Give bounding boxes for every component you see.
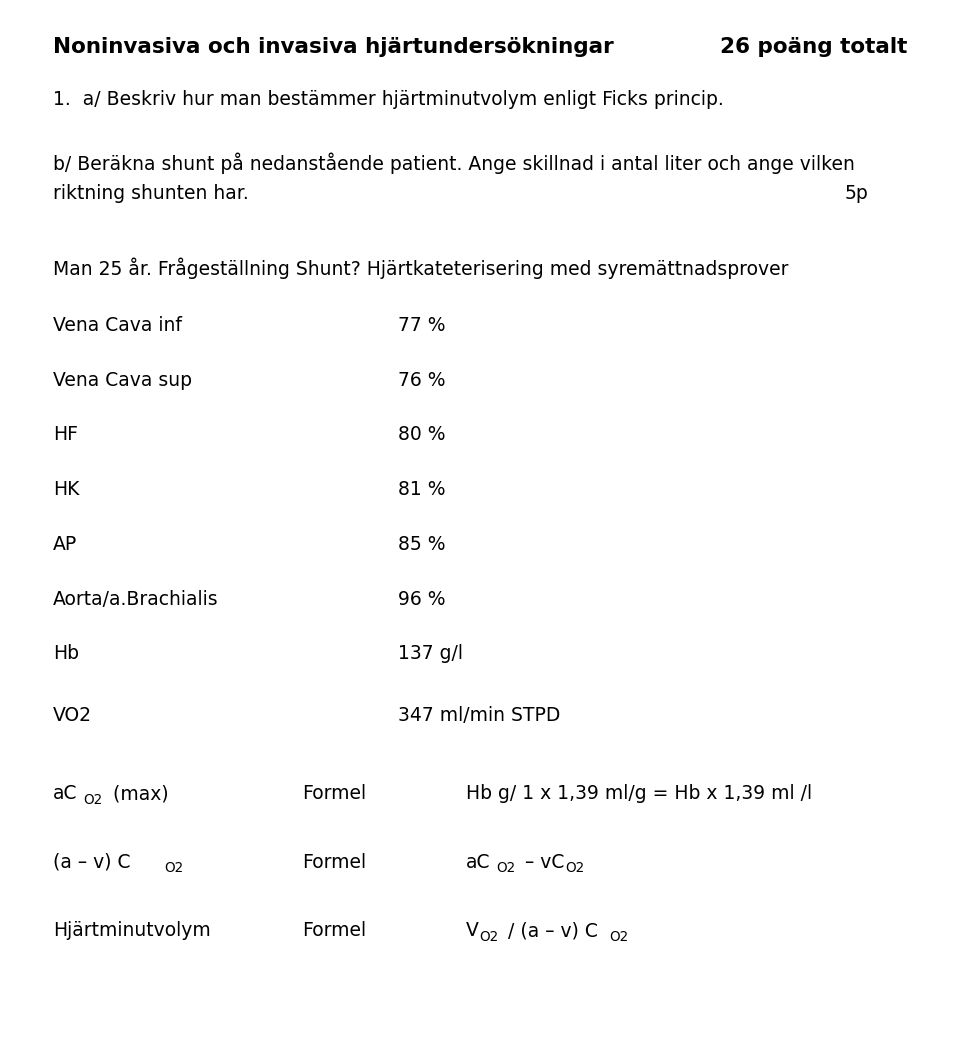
Text: (max): (max): [107, 784, 168, 803]
Text: 81 %: 81 %: [398, 480, 445, 499]
Text: 5p: 5p: [845, 184, 869, 203]
Text: O2: O2: [496, 861, 516, 875]
Text: Formel: Formel: [302, 853, 367, 872]
Text: Hb g/ 1 x 1,39 ml/g = Hb x 1,39 ml /l: Hb g/ 1 x 1,39 ml/g = Hb x 1,39 ml /l: [466, 784, 812, 803]
Text: V: V: [466, 921, 478, 940]
Text: aC: aC: [466, 853, 491, 872]
Text: Hjärtminutvolym: Hjärtminutvolym: [53, 921, 210, 940]
Text: aC: aC: [53, 784, 78, 803]
Text: 347 ml/min STPD: 347 ml/min STPD: [398, 706, 561, 724]
Text: Aorta/a.Brachialis: Aorta/a.Brachialis: [53, 590, 219, 609]
Text: Noninvasiva och invasiva hjärtundersökningar: Noninvasiva och invasiva hjärtundersökni…: [53, 37, 613, 57]
Text: Vena Cava sup: Vena Cava sup: [53, 371, 192, 390]
Text: O2: O2: [610, 930, 629, 943]
Text: riktning shunten har.: riktning shunten har.: [53, 184, 249, 203]
Text: / (a – v) C: / (a – v) C: [502, 921, 598, 940]
Text: HK: HK: [53, 480, 79, 499]
Text: 77 %: 77 %: [398, 316, 445, 335]
Text: 76 %: 76 %: [398, 371, 445, 390]
Text: 96 %: 96 %: [398, 590, 445, 609]
Text: Hb: Hb: [53, 644, 79, 663]
Text: 137 g/l: 137 g/l: [398, 644, 464, 663]
Text: AP: AP: [53, 535, 77, 554]
Text: VO2: VO2: [53, 706, 92, 724]
Text: O2: O2: [164, 861, 183, 875]
Text: Formel: Formel: [302, 921, 367, 940]
Text: Vena Cava inf: Vena Cava inf: [53, 316, 181, 335]
Text: HF: HF: [53, 425, 78, 444]
Text: Man 25 år. Frågeställning Shunt? Hjärtkateterisering med syremättnadsprover: Man 25 år. Frågeställning Shunt? Hjärtka…: [53, 258, 788, 279]
Text: 26 poäng totalt: 26 poäng totalt: [720, 37, 907, 57]
Text: b/ Beräkna shunt på nedanstående patient. Ange skillnad i antal liter och ange v: b/ Beräkna shunt på nedanstående patient…: [53, 153, 854, 174]
Text: – vC: – vC: [519, 853, 564, 872]
Text: 1.  a/ Beskriv hur man bestämmer hjärtminutvolym enligt Ficks princip.: 1. a/ Beskriv hur man bestämmer hjärtmin…: [53, 90, 724, 108]
Text: (a – v) C: (a – v) C: [53, 853, 131, 872]
Text: O2: O2: [479, 930, 498, 943]
Text: 80 %: 80 %: [398, 425, 445, 444]
Text: O2: O2: [565, 861, 585, 875]
Text: O2: O2: [84, 793, 103, 807]
Text: 85 %: 85 %: [398, 535, 445, 554]
Text: Formel: Formel: [302, 784, 367, 803]
